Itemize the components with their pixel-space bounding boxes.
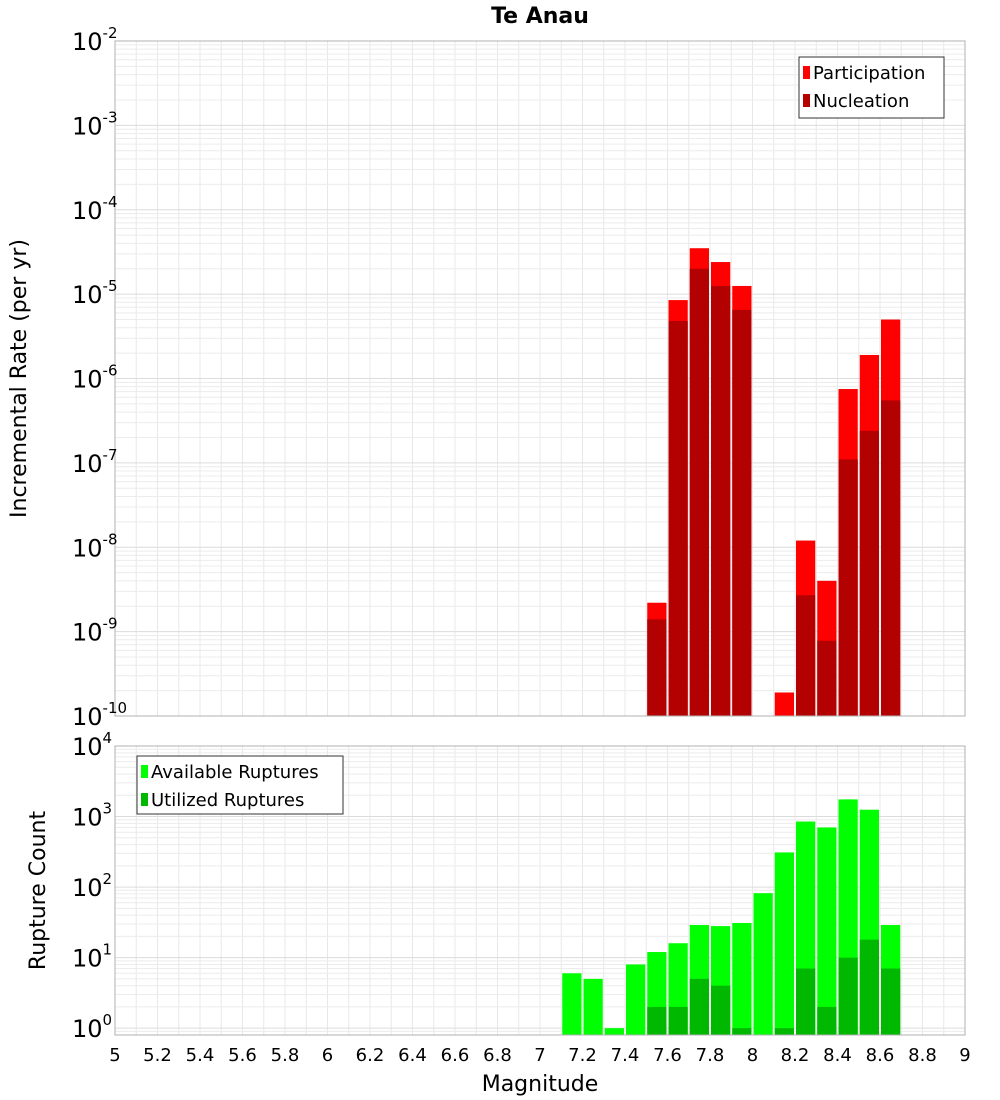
bar: [796, 968, 816, 1035]
bar: [796, 595, 816, 716]
legend-box: [136, 755, 344, 815]
chart-title: Te Anau: [491, 4, 589, 29]
x-tick-label: 8.4: [823, 1045, 852, 1066]
bar: [774, 852, 794, 1035]
bar: [859, 430, 879, 716]
x-tick-label: 6.6: [441, 1045, 470, 1066]
bar: [732, 1028, 752, 1035]
legend-label: Nucleation: [813, 91, 909, 112]
legend-swatch: [141, 765, 148, 778]
bar: [817, 1006, 837, 1035]
legend-label: Utilized Ruptures: [151, 790, 304, 811]
y-tick-label: 103: [72, 800, 112, 832]
x-tick-label: 5.8: [271, 1045, 300, 1066]
x-tick-label: 5.4: [186, 1045, 215, 1066]
legend-label: Participation: [813, 63, 925, 84]
y-tick-label: 10-10: [72, 699, 127, 731]
x-tick-label: 7: [534, 1045, 545, 1066]
x-tick-label: 7.2: [568, 1045, 597, 1066]
bar: [838, 957, 858, 1035]
bar: [859, 939, 879, 1035]
x-tick-label: 6.2: [356, 1045, 385, 1066]
y-tick-label: 101: [72, 941, 112, 973]
y-tick-label: 10-8: [72, 530, 118, 562]
chart-panel-2: 100 101 102 103 104 Rupture Count 5 5.2 5.4 5.6 5.…: [26, 729, 971, 1097]
y-tick-label: 10-4: [72, 193, 118, 225]
bar: [647, 1006, 667, 1035]
grid-lines: [114, 40, 966, 717]
legend: Available Ruptures Utilized Ruptures: [136, 755, 344, 815]
y-tick-labels: 100 101 102 103 104: [72, 729, 112, 1043]
bar: [626, 964, 646, 1035]
legend-label: Available Ruptures: [151, 762, 319, 783]
bar: [817, 827, 837, 1035]
bar: [881, 400, 901, 716]
bar: [668, 1006, 688, 1035]
x-tick-label: 7.6: [653, 1045, 682, 1066]
y-tick-label: 10-2: [72, 24, 118, 56]
x-tick-labels: 5 5.2 5.4 5.6 5.8 6 6.2 6.4 6.6 6.8 7 7.2 7.4 7.6 7.8 8…: [109, 1045, 970, 1066]
x-tick-label: 6: [322, 1045, 333, 1066]
bar: [817, 640, 837, 716]
y-tick-label: 10-3: [72, 108, 118, 140]
bar: [562, 973, 582, 1035]
y-axis-label: Rupture Count: [26, 811, 51, 971]
bar: [689, 268, 709, 716]
y-tick-label: 102: [72, 870, 112, 902]
y-tick-label: 100: [72, 1011, 112, 1043]
bar: [689, 978, 709, 1035]
x-tick-label: 6.8: [483, 1045, 512, 1066]
series-nucleation: [647, 268, 901, 716]
bar: [838, 459, 858, 716]
x-tick-label: 5: [109, 1045, 120, 1066]
bar: [881, 968, 901, 1035]
bar: [774, 692, 794, 716]
bar: [732, 309, 752, 716]
bar: [604, 1028, 624, 1035]
bar: [583, 978, 603, 1035]
x-axis-label: Magnitude: [482, 1072, 599, 1097]
legend-swatch: [803, 66, 810, 79]
y-tick-label: 104: [72, 729, 112, 761]
bar: [753, 893, 773, 1035]
x-tick-label: 5.6: [228, 1045, 257, 1066]
plot-frame: [114, 40, 966, 717]
x-tick-label: 8.8: [908, 1045, 937, 1066]
grid-lines: [114, 745, 966, 1036]
x-tick-label: 6.4: [398, 1045, 427, 1066]
y-tick-label: 10-6: [72, 362, 118, 394]
bar: [711, 285, 731, 716]
x-tick-label: 8: [747, 1045, 758, 1066]
legend-box: [798, 56, 945, 119]
x-tick-label: 8.6: [866, 1045, 895, 1066]
bar: [711, 985, 731, 1035]
y-tick-label: 10-9: [72, 615, 118, 647]
legend-swatch: [141, 793, 148, 806]
plot-frame: [114, 745, 966, 1036]
bar: [668, 321, 688, 716]
y-axis-label: Incremental Rate (per yr): [7, 239, 32, 518]
x-tick-label: 7.8: [696, 1045, 725, 1066]
y-tick-labels: 10-10 10-9 10-8 10-7 10-6 10-5 10-4 10-3 10-2: [72, 24, 127, 731]
x-tick-label: 9: [959, 1045, 970, 1066]
x-tick-label: 8.2: [781, 1045, 810, 1066]
y-tick-label: 10-7: [72, 446, 118, 478]
legend-swatch: [803, 94, 810, 107]
legend: Participation Nucleation: [798, 56, 945, 119]
x-tick-label: 5.2: [143, 1045, 172, 1066]
x-tick-label: 7.4: [611, 1045, 640, 1066]
chart-panel-1: 10-10 10-9 10-8 10-7 10-6 10-5 10-4 10-3 10-2 Inc…: [7, 4, 966, 731]
y-tick-label: 10-5: [72, 277, 118, 309]
bar: [732, 922, 752, 1035]
bar: [647, 619, 667, 716]
bar: [774, 1028, 794, 1035]
series-utilized-ruptures: [647, 939, 901, 1035]
